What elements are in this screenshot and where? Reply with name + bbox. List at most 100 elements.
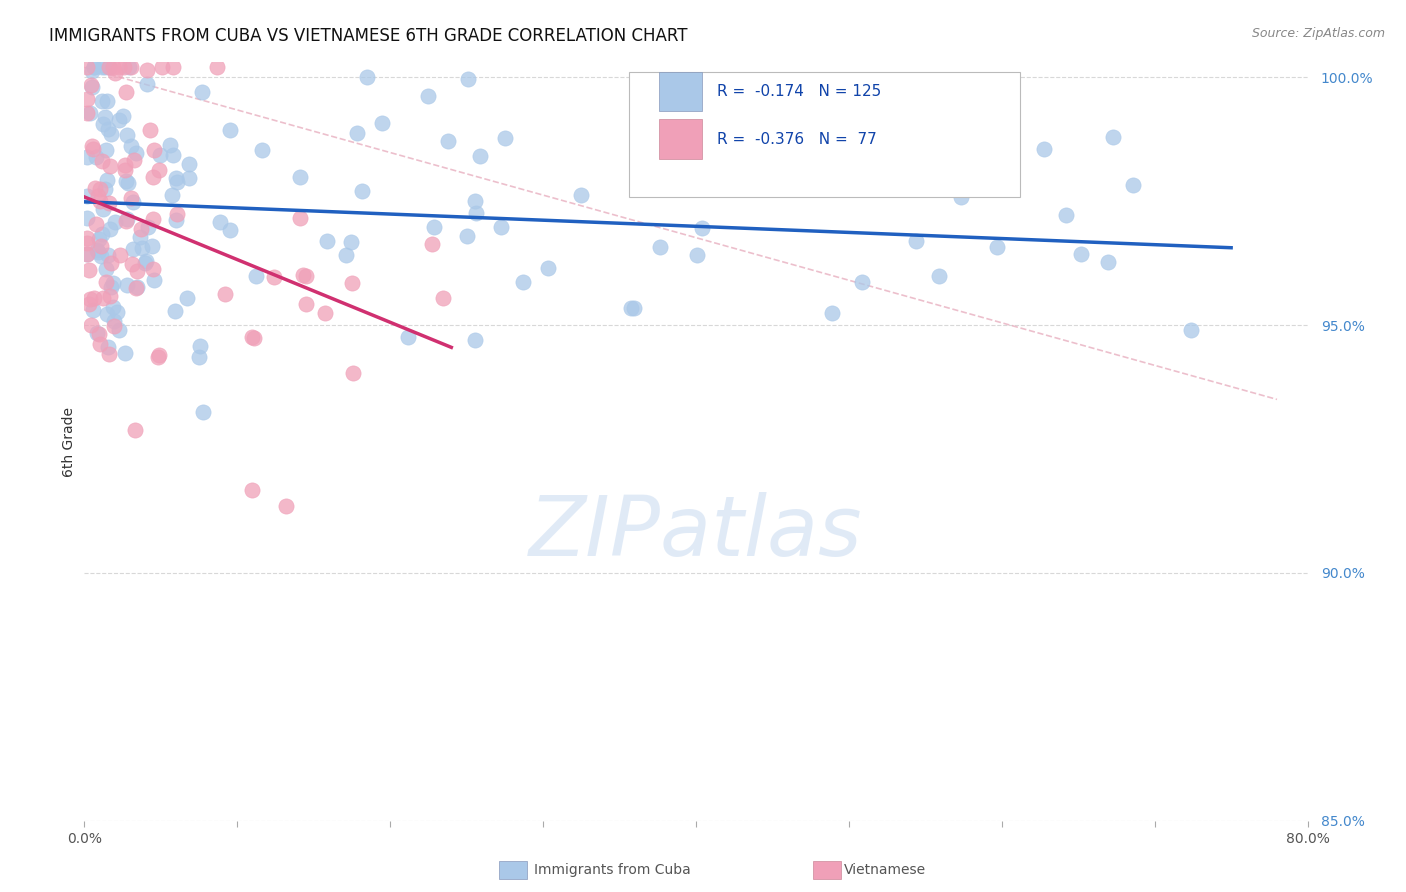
Point bbox=[340, 276, 363, 290]
Point bbox=[139, 122, 162, 136]
Point bbox=[190, 86, 212, 100]
Point bbox=[176, 291, 198, 305]
Point bbox=[356, 70, 378, 84]
Point bbox=[98, 61, 121, 75]
Point bbox=[98, 288, 121, 302]
Point bbox=[115, 212, 138, 227]
Point bbox=[190, 339, 212, 353]
Point bbox=[422, 220, 444, 235]
FancyBboxPatch shape bbox=[659, 71, 702, 111]
Point bbox=[100, 280, 122, 294]
Point bbox=[162, 61, 184, 75]
Point bbox=[129, 222, 152, 236]
Point bbox=[245, 269, 267, 284]
Point bbox=[110, 248, 132, 262]
Point bbox=[87, 244, 110, 259]
Point bbox=[252, 143, 274, 157]
Point bbox=[928, 269, 950, 284]
Point bbox=[149, 148, 172, 162]
Point bbox=[103, 314, 125, 328]
FancyBboxPatch shape bbox=[628, 71, 1021, 196]
Point bbox=[142, 261, 165, 276]
Point bbox=[1102, 130, 1125, 145]
Point bbox=[135, 77, 157, 91]
Point bbox=[76, 247, 98, 261]
Point bbox=[1033, 142, 1056, 156]
Point bbox=[83, 61, 105, 75]
Point bbox=[104, 65, 127, 79]
Point bbox=[124, 423, 146, 437]
Point bbox=[240, 483, 263, 497]
Point bbox=[821, 305, 844, 319]
Point bbox=[83, 291, 105, 305]
Point bbox=[166, 206, 188, 220]
Point bbox=[114, 85, 136, 99]
Text: Vietnamese: Vietnamese bbox=[844, 863, 925, 877]
Point bbox=[163, 303, 186, 318]
Point bbox=[90, 239, 112, 253]
Point bbox=[104, 214, 127, 228]
Point bbox=[76, 61, 98, 75]
Point bbox=[79, 297, 101, 311]
Point bbox=[143, 143, 166, 157]
Point bbox=[131, 241, 153, 255]
Point bbox=[165, 171, 187, 186]
Text: R =  -0.376   N =  77: R = -0.376 N = 77 bbox=[717, 131, 876, 146]
Point bbox=[315, 234, 337, 248]
Point bbox=[114, 162, 136, 177]
Point bbox=[432, 291, 454, 305]
Point bbox=[986, 239, 1008, 253]
Point bbox=[91, 154, 114, 169]
Point bbox=[120, 61, 142, 75]
Point bbox=[136, 220, 159, 235]
Point bbox=[94, 110, 117, 124]
Point bbox=[350, 184, 373, 198]
Point bbox=[136, 63, 159, 78]
Point bbox=[456, 229, 478, 244]
FancyBboxPatch shape bbox=[659, 120, 702, 159]
Point bbox=[91, 118, 114, 132]
Point bbox=[465, 206, 488, 220]
Point bbox=[346, 126, 368, 140]
Point bbox=[127, 279, 149, 293]
Point bbox=[263, 269, 285, 284]
Point bbox=[93, 61, 115, 75]
Point bbox=[114, 346, 136, 360]
Text: ZIPatlas: ZIPatlas bbox=[529, 492, 863, 573]
Point bbox=[142, 212, 165, 227]
Point bbox=[91, 61, 114, 75]
Point bbox=[112, 61, 135, 75]
Point bbox=[1180, 323, 1202, 337]
Point bbox=[76, 105, 98, 120]
Point bbox=[468, 149, 491, 163]
Point bbox=[464, 194, 486, 208]
Point bbox=[121, 191, 143, 205]
Point bbox=[91, 202, 114, 216]
Point bbox=[437, 134, 460, 148]
Point bbox=[314, 306, 336, 320]
Point bbox=[82, 139, 104, 153]
Point bbox=[89, 182, 111, 196]
Point bbox=[159, 137, 181, 152]
Point bbox=[86, 326, 108, 340]
Point bbox=[82, 142, 104, 156]
Point bbox=[191, 404, 214, 418]
Point bbox=[76, 236, 98, 251]
Point bbox=[117, 278, 139, 293]
Point bbox=[950, 190, 973, 204]
Point bbox=[512, 275, 534, 289]
Point bbox=[494, 131, 516, 145]
Point bbox=[240, 330, 263, 344]
Point bbox=[851, 275, 873, 289]
Point bbox=[94, 182, 117, 196]
Point bbox=[121, 257, 143, 271]
Point bbox=[94, 276, 117, 290]
Point bbox=[100, 256, 122, 270]
Point bbox=[84, 217, 107, 231]
Point bbox=[97, 346, 120, 360]
Point bbox=[118, 61, 141, 75]
Point bbox=[114, 158, 136, 172]
Text: Source: ZipAtlas.com: Source: ZipAtlas.com bbox=[1251, 27, 1385, 40]
Point bbox=[904, 234, 927, 248]
Point bbox=[120, 139, 142, 153]
